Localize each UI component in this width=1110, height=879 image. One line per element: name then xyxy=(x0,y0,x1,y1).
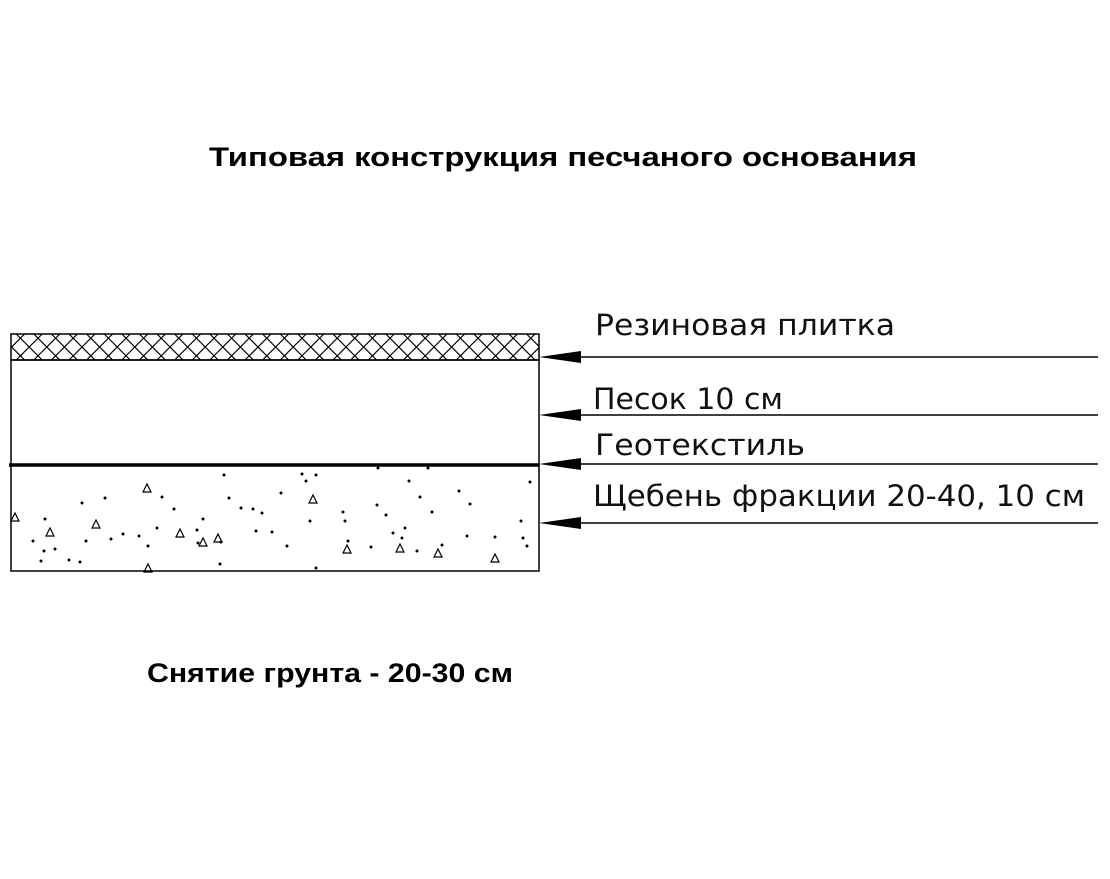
gravel-dot xyxy=(343,519,347,523)
gravel-dot xyxy=(519,519,523,523)
gravel-dot xyxy=(260,511,264,515)
layer-label-rubber-tile: Резиновая плитка xyxy=(595,308,895,342)
leader-sand xyxy=(539,409,1098,421)
gravel-dot xyxy=(418,495,422,499)
gravel-dot xyxy=(53,547,57,551)
gravel-triangle xyxy=(198,536,208,547)
leader-rubber-tile xyxy=(539,351,1098,363)
gravel-dot xyxy=(270,530,274,534)
gravel-dot xyxy=(196,541,200,545)
hatch-line xyxy=(0,334,7,360)
gravel-dot xyxy=(457,489,461,493)
gravel-dot xyxy=(384,513,388,517)
gravel-dot xyxy=(391,531,395,535)
arrowhead-icon xyxy=(539,517,581,529)
gravel-dot xyxy=(304,479,308,483)
gravel-dot xyxy=(314,566,318,570)
diagram-title: Типовая конструкция песчаного основания xyxy=(209,142,917,172)
gravel-dot xyxy=(375,503,379,507)
sand-layer xyxy=(10,359,540,466)
gravel-dot xyxy=(31,539,35,543)
gravel-dot xyxy=(218,562,222,566)
gravel-dot xyxy=(341,510,345,514)
gravel-dot xyxy=(314,473,318,477)
gravel-triangle xyxy=(175,527,185,538)
gravel-dot xyxy=(80,501,84,505)
gravel-dot xyxy=(146,544,150,548)
gravel-dot xyxy=(468,502,472,506)
gravel-dot xyxy=(39,559,43,563)
gravel-dot xyxy=(121,532,125,536)
gravel-dot xyxy=(376,466,380,470)
gravel-layer xyxy=(10,464,540,573)
gravel-dot xyxy=(400,536,404,540)
gravel-triangle xyxy=(395,542,405,553)
gravel-dot xyxy=(308,519,312,523)
gravel-triangle xyxy=(342,543,352,554)
gravel-triangle xyxy=(490,552,500,563)
hatch-line xyxy=(0,334,7,360)
gravel-dot xyxy=(227,496,231,500)
gravel-triangle xyxy=(213,532,223,543)
gravel-dot xyxy=(84,539,88,543)
gravel-dot xyxy=(300,472,304,476)
gravel-dot xyxy=(430,510,434,514)
gravel-dot xyxy=(493,535,497,539)
gravel-dot xyxy=(160,495,164,499)
gravel-dot xyxy=(440,543,444,547)
gravel-dot xyxy=(407,479,411,483)
gravel-dot xyxy=(528,480,532,484)
gravel-triangle xyxy=(308,493,318,504)
gravel-dot xyxy=(103,496,107,500)
gravel-triangle xyxy=(143,562,153,573)
gravel-dot xyxy=(42,549,46,553)
gravel-dot xyxy=(137,534,141,538)
hatch-line xyxy=(526,346,539,360)
gravel-triangle xyxy=(142,482,152,493)
hatch-line xyxy=(526,334,539,348)
gravel-dot xyxy=(251,507,255,511)
gravel-dot xyxy=(109,537,113,541)
gravel-dot xyxy=(254,529,258,533)
gravel-dot xyxy=(521,536,525,540)
leader-geotextile xyxy=(539,458,1098,470)
gravel-dot xyxy=(222,473,226,477)
gravel-triangle xyxy=(91,518,101,529)
gravel-dot xyxy=(346,539,350,543)
gravel-dot xyxy=(415,549,419,553)
gravel-triangle xyxy=(433,547,443,558)
gravel-dot xyxy=(43,517,47,521)
gravel-dot xyxy=(403,526,407,530)
gravel-triangle xyxy=(10,511,20,522)
gravel-triangle xyxy=(45,526,55,537)
gravel-dot xyxy=(465,534,469,538)
layer-label-gravel: Щебень фракции 20-40, 10 см xyxy=(593,479,1085,513)
arrowhead-icon xyxy=(539,458,581,470)
arrowhead-icon xyxy=(539,351,581,363)
gravel-dot xyxy=(369,545,373,549)
soil-removal-note: Снятие грунта - 20-30 см xyxy=(147,658,513,688)
gravel-dot xyxy=(195,528,199,532)
gravel-dot xyxy=(201,517,205,521)
layer-label-geotextile: Геотекстиль xyxy=(595,428,805,462)
gravel-dot xyxy=(285,544,289,548)
gravel-dot xyxy=(239,506,243,510)
gravel-dot xyxy=(155,526,159,530)
gravel-dot xyxy=(172,507,176,511)
arrowhead-icon xyxy=(539,409,581,421)
gravel-dot xyxy=(426,466,430,470)
gravel-dot xyxy=(67,558,71,562)
rubber-tile-layer xyxy=(0,333,540,361)
layer-label-sand: Песок 10 см xyxy=(593,382,783,416)
gravel-dot xyxy=(279,491,283,495)
gravel-dot xyxy=(525,544,529,548)
gravel-dot xyxy=(78,560,82,564)
leader-gravel xyxy=(539,517,1098,529)
